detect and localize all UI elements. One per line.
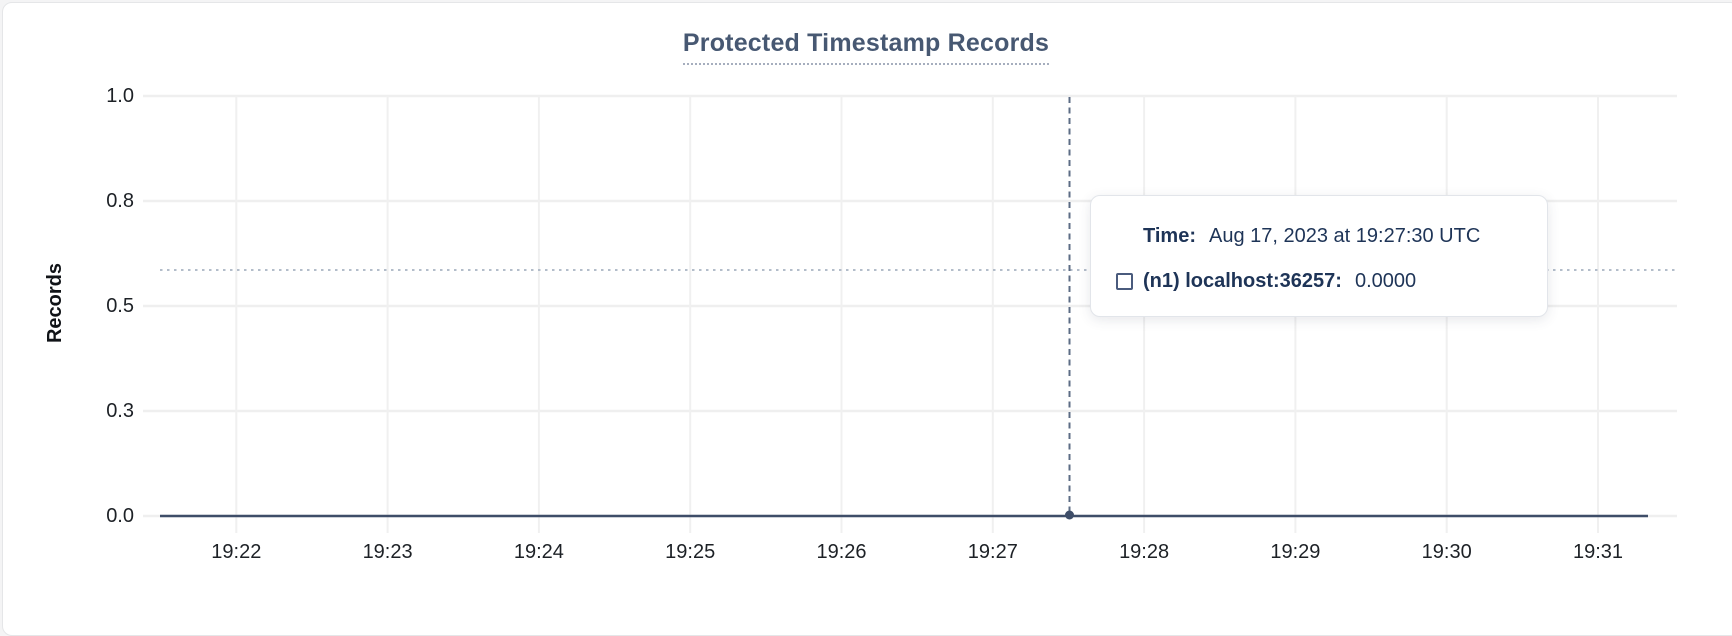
tooltip-time-value: Aug 17, 2023 at 19:27:30 UTC [1208,224,1481,247]
chart-title[interactable]: Protected Timestamp Records [682,29,1050,65]
y-axis-tick-label: 1.0 [106,85,134,107]
x-axis-tick-label: 19:23 [362,541,413,563]
tooltip-series-value: 0.0000 [1354,269,1417,292]
x-axis-tick-label: 19:24 [513,541,564,563]
y-axis-tick-label: 0.3 [106,400,134,422]
x-axis-tick-label: 19:22 [211,541,262,563]
tooltip-series-name: (n1) localhost:36257: [1143,269,1342,292]
y-axis-tick-label: 0.8 [106,190,134,212]
x-axis-tick-label: 19:30 [1421,541,1472,563]
tooltip-series-row: (n1) localhost:36257: 0.0000 [1116,267,1527,295]
tooltip-time-label: Time: [1143,224,1196,247]
x-axis-tick-label: 19:26 [816,541,867,563]
chart-tooltip: Time: Aug 17, 2023 at 19:27:30 UTC (n1) … [1090,195,1548,317]
y-axis-tick-label: 0.0 [106,505,134,527]
x-axis-tick-label: 19:27 [967,541,1018,563]
tooltip-time-row: Time: Aug 17, 2023 at 19:27:30 UTC [1116,222,1527,250]
y-axis-tick-label: 0.5 [106,295,134,317]
x-axis-tick-label: 19:25 [665,541,716,563]
crosshair-dot [1065,510,1074,520]
x-axis-tick-label: 19:31 [1572,541,1624,563]
x-axis-tick-label: 19:29 [1270,541,1321,563]
x-axis-tick-label: 19:28 [1119,541,1170,563]
series-swatch-icon [1116,272,1133,290]
chart-header: Protected Timestamp Records [0,29,1732,65]
